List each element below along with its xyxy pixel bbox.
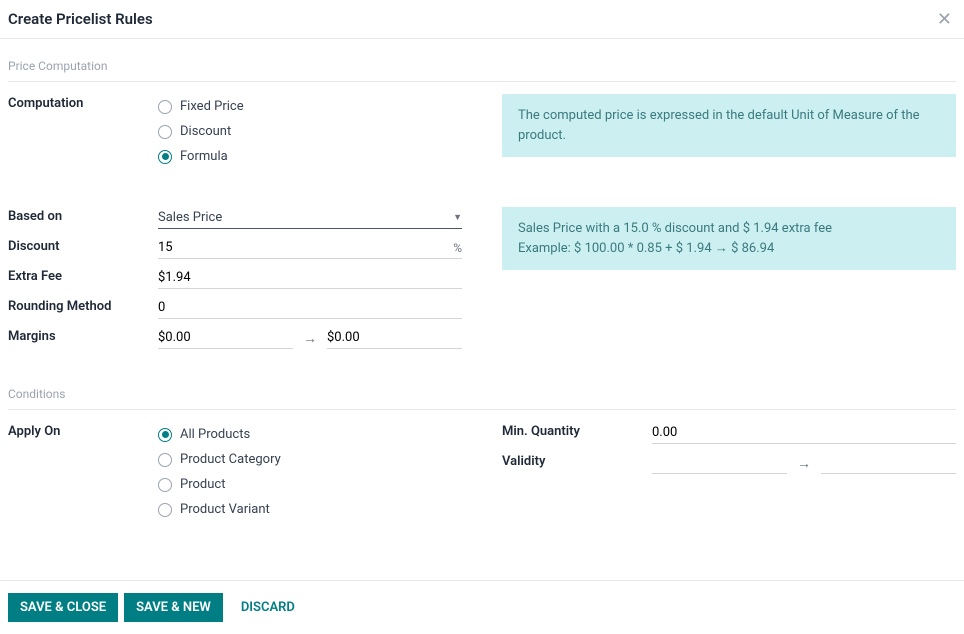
input-validity-start[interactable] xyxy=(652,452,787,474)
save-new-button[interactable]: SAVE & NEW xyxy=(124,593,223,622)
radio-formula[interactable]: Formula xyxy=(158,144,462,169)
input-discount[interactable] xyxy=(158,237,447,258)
input-extra-fee[interactable] xyxy=(158,267,462,289)
suffix-percent: % xyxy=(447,241,462,255)
radio-product-category[interactable]: Product Category xyxy=(158,447,462,472)
modal-body: Price Computation Computation Fixed Pric… xyxy=(0,39,964,530)
radio-label-product-category: Product Category xyxy=(180,452,281,467)
radio-icon xyxy=(158,428,172,442)
radio-product-variant[interactable]: Product Variant xyxy=(158,497,462,522)
radio-icon xyxy=(158,150,172,164)
radio-icon xyxy=(158,453,172,467)
label-margins: Margins xyxy=(8,327,158,344)
radio-label-discount: Discount xyxy=(180,124,231,139)
label-based-on: Based on xyxy=(8,207,158,224)
label-validity: Validity xyxy=(502,452,652,469)
close-icon: ✕ xyxy=(937,9,952,29)
chevron-down-icon: ▼ xyxy=(453,212,462,223)
select-value-based-on: Sales Price xyxy=(158,210,222,225)
info-box-uom: The computed price is expressed in the d… xyxy=(502,94,956,157)
input-validity-end[interactable] xyxy=(821,452,956,474)
modal-header: Create Pricelist Rules ✕ xyxy=(0,0,964,39)
computation-row: Computation Fixed Price Discount Formula xyxy=(8,94,956,177)
radio-label-fixed-price: Fixed Price xyxy=(180,99,244,114)
info-example-line2: Example: $ 100.00 * 0.85 + $ 1.94 → $ 86… xyxy=(518,239,940,259)
discard-button[interactable]: DISCARD xyxy=(229,593,307,622)
radio-label-product-variant: Product Variant xyxy=(180,502,270,517)
formula-details-row: Based on Sales Price ▼ Discount % xyxy=(8,207,956,357)
radio-all-products[interactable]: All Products xyxy=(158,422,462,447)
close-button[interactable]: ✕ xyxy=(937,10,952,28)
label-min-quantity: Min. Quantity xyxy=(502,422,652,439)
label-computation: Computation xyxy=(8,94,158,111)
info-example-line1: Sales Price with a 15.0 % discount and $… xyxy=(518,219,940,239)
radio-product[interactable]: Product xyxy=(158,472,462,497)
modal-footer: SAVE & CLOSE SAVE & NEW DISCARD xyxy=(0,580,964,634)
radio-icon xyxy=(158,478,172,492)
select-based-on[interactable]: Sales Price ▼ xyxy=(158,207,462,229)
label-rounding-method: Rounding Method xyxy=(8,297,158,314)
info-box-example: Sales Price with a 15.0 % discount and $… xyxy=(502,207,956,270)
input-rounding-method[interactable] xyxy=(158,297,462,319)
conditions-row: Apply On All Products Product Category P… xyxy=(8,422,956,530)
modal-title: Create Pricelist Rules xyxy=(8,10,153,28)
label-extra-fee: Extra Fee xyxy=(8,267,158,284)
radio-label-formula: Formula xyxy=(180,149,228,164)
save-close-button[interactable]: SAVE & CLOSE xyxy=(8,593,118,622)
arrow-right-icon: → xyxy=(797,455,811,472)
label-apply-on: Apply On xyxy=(8,422,158,439)
radio-fixed-price[interactable]: Fixed Price xyxy=(158,94,462,119)
input-margin-min[interactable] xyxy=(158,327,293,349)
radio-label-product: Product xyxy=(180,477,225,492)
input-margin-max[interactable] xyxy=(327,327,462,349)
section-conditions: Conditions xyxy=(8,357,956,410)
section-price-computation: Price Computation xyxy=(8,49,956,82)
radio-icon xyxy=(158,503,172,517)
input-min-quantity[interactable] xyxy=(652,422,956,444)
radio-label-all-products: All Products xyxy=(180,427,250,442)
radio-icon xyxy=(158,125,172,139)
arrow-right-icon: → xyxy=(303,330,317,347)
radio-icon xyxy=(158,100,172,114)
radio-discount[interactable]: Discount xyxy=(158,119,462,144)
label-discount: Discount xyxy=(8,237,158,254)
